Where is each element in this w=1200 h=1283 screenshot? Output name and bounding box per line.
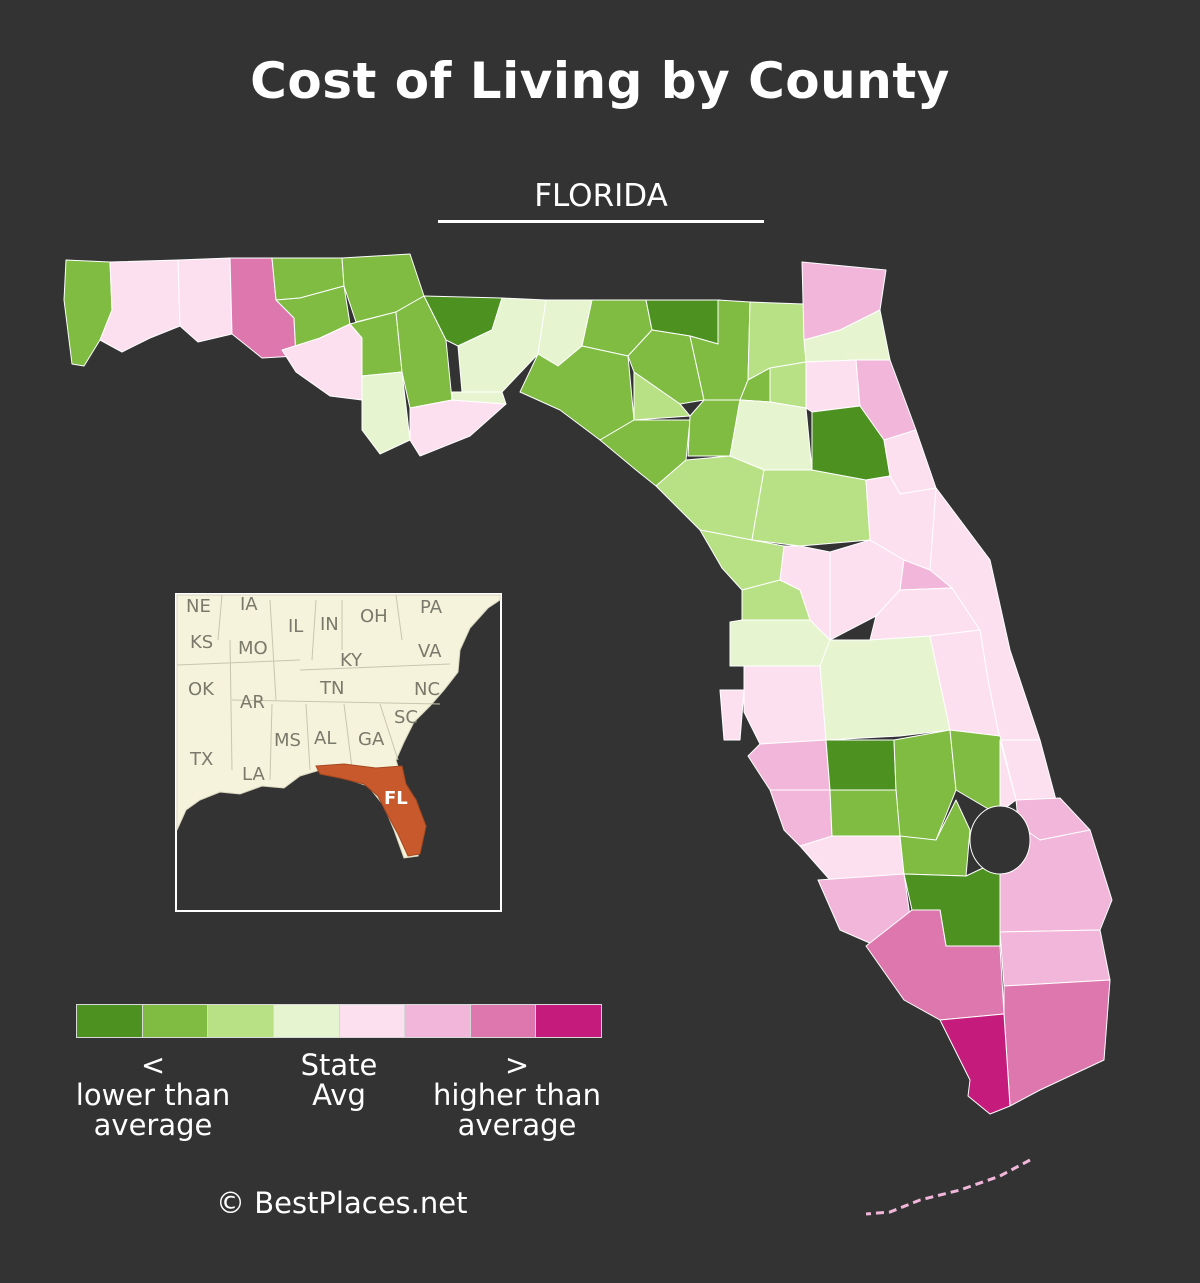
- florida-keys: [865, 1158, 1031, 1216]
- map-title: Cost of Living by County: [250, 52, 950, 110]
- inset-label-oh: OH: [360, 606, 388, 627]
- county-manatee: [747, 739, 831, 791]
- county-sarasota: [769, 789, 833, 847]
- county-marion: [751, 469, 871, 547]
- inset-label-nc: NC: [414, 679, 440, 700]
- inset-state-borders: [176, 594, 451, 781]
- county-polk: [819, 635, 951, 741]
- county-bradford: [769, 361, 807, 409]
- county-desoto: [829, 789, 901, 837]
- county-pasco: [729, 619, 831, 667]
- inset-label-ms: MS: [274, 730, 301, 751]
- inset-label-ia: IA: [240, 594, 258, 615]
- inset-label-in: IN: [320, 614, 339, 635]
- color-legend: [76, 1004, 602, 1038]
- county-gulf: [361, 371, 411, 455]
- inset-label-sc: SC: [394, 707, 418, 728]
- county-broward: [999, 929, 1111, 987]
- legend-swatch-7: [536, 1005, 601, 1037]
- inset-label-ky: KY: [340, 650, 363, 671]
- county-franklin: [409, 399, 507, 457]
- legend-swatch-5: [405, 1005, 471, 1037]
- county-monroe: [939, 1013, 1011, 1115]
- state-heading: FLORIDA: [438, 178, 764, 223]
- inset-label-pa: PA: [420, 597, 443, 618]
- copyright-credit: © BestPlaces.net: [216, 1186, 468, 1220]
- inset-label-fl: FL: [384, 788, 408, 809]
- inset-label-ok: OK: [188, 679, 215, 700]
- county-charlotte: [799, 835, 905, 881]
- inset-florida: [315, 763, 427, 857]
- inset-land: [176, 594, 501, 859]
- county-pinellas: [719, 689, 745, 741]
- legend-swatch-1: [142, 1005, 209, 1037]
- county-alachua: [729, 399, 813, 471]
- county-miami-dade: [1003, 979, 1111, 1107]
- legend-swatch-4: [339, 1005, 406, 1037]
- inset-label-va: VA: [418, 641, 442, 662]
- legend-swatch-0: [77, 1005, 143, 1037]
- inset-label-ar: AR: [240, 692, 265, 713]
- us-locator-inset: NE IA IL IN OH PA KS MO KY VA OK AR TN NC SC MS AL GA TX LA…: [175, 593, 502, 912]
- inset-label-il: IL: [288, 616, 303, 637]
- legend-high-label: > higher than average: [432, 1048, 602, 1142]
- legend-low-label: < lower than average: [75, 1048, 231, 1142]
- county-clay: [805, 359, 861, 413]
- lake-okeechobee: [969, 805, 1031, 875]
- inset-label-la: LA: [242, 764, 265, 785]
- legend-mid-label: State Avg: [300, 1048, 378, 1112]
- county-okaloosa: [177, 257, 233, 343]
- county-osceola: [929, 629, 1001, 741]
- county-taylor: [519, 345, 635, 441]
- county-hardee: [825, 739, 897, 791]
- county-st-lucie: [999, 739, 1017, 813]
- inset-label-tn: TN: [319, 678, 344, 699]
- county-collier: [865, 909, 1005, 1021]
- inset-label-ga: GA: [358, 729, 385, 750]
- county-wakulla: [451, 391, 507, 405]
- legend-swatch-6: [470, 1005, 537, 1037]
- county-santa-rosa: [99, 259, 181, 353]
- county-hernando: [741, 579, 811, 621]
- inset-label-ne: NE: [186, 596, 211, 617]
- county-shapes: [63, 253, 1113, 1115]
- legend-swatch-2: [208, 1005, 274, 1037]
- legend-swatch-3: [273, 1005, 340, 1037]
- inset-label-ks: KS: [190, 632, 213, 653]
- county-escambia: [63, 259, 113, 367]
- inset-label-mo: MO: [238, 638, 268, 659]
- inset-label-tx: TX: [189, 749, 213, 770]
- county-hillsborough: [743, 665, 827, 745]
- inset-label-al: AL: [314, 728, 336, 749]
